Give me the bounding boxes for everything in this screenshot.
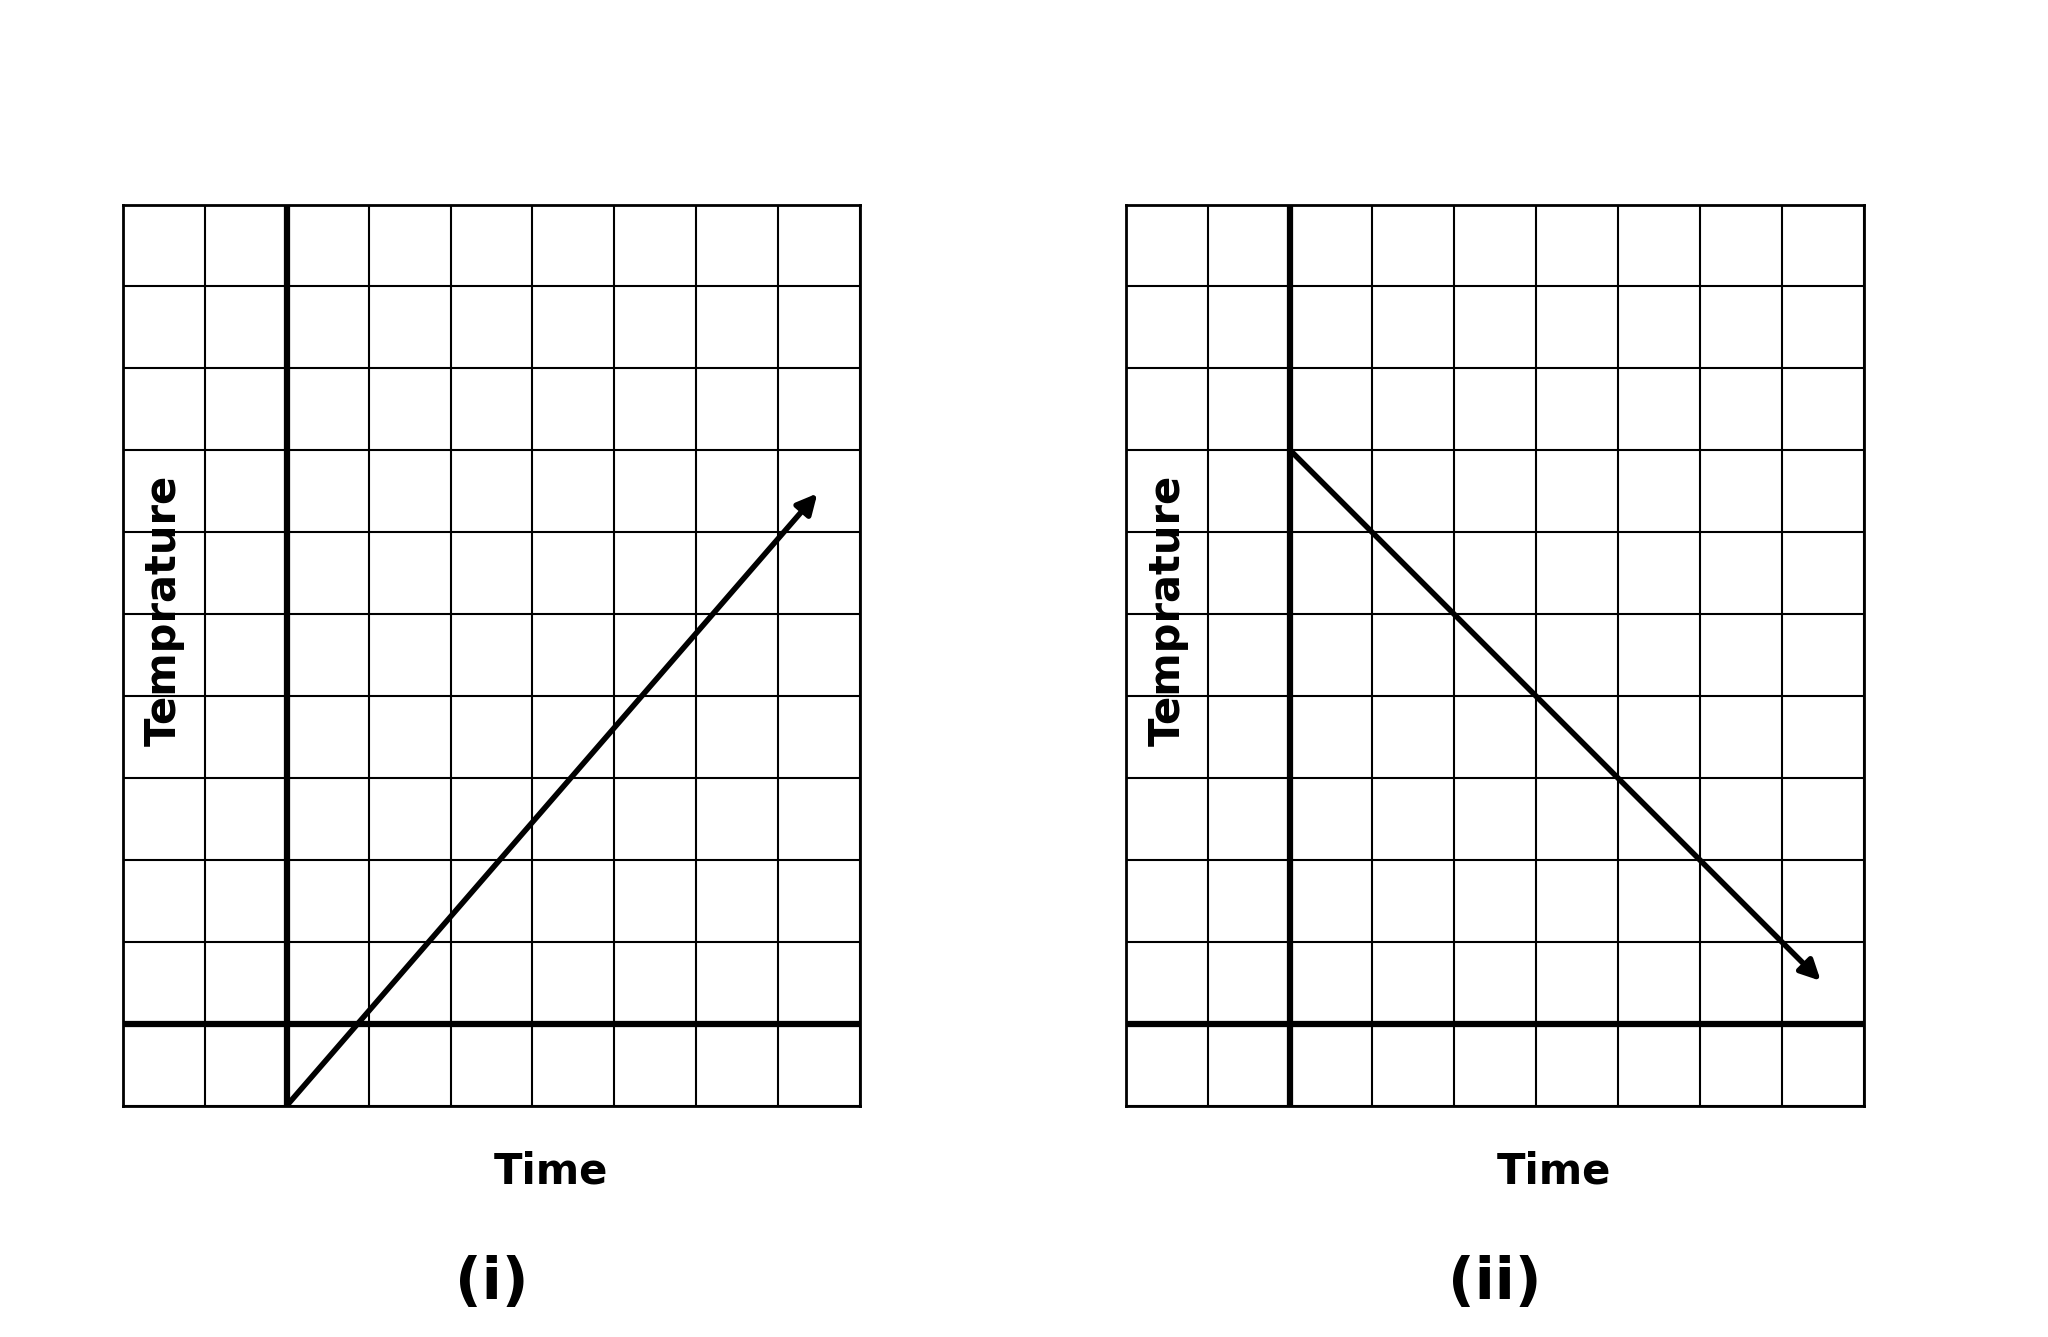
Text: Temprature: Temprature: [1147, 475, 1188, 746]
Text: Temprature: Temprature: [143, 475, 184, 746]
Text: Time: Time: [494, 1151, 608, 1193]
Text: (i): (i): [455, 1255, 528, 1312]
Text: (ii): (ii): [1448, 1255, 1542, 1312]
Text: Time: Time: [1497, 1151, 1612, 1193]
